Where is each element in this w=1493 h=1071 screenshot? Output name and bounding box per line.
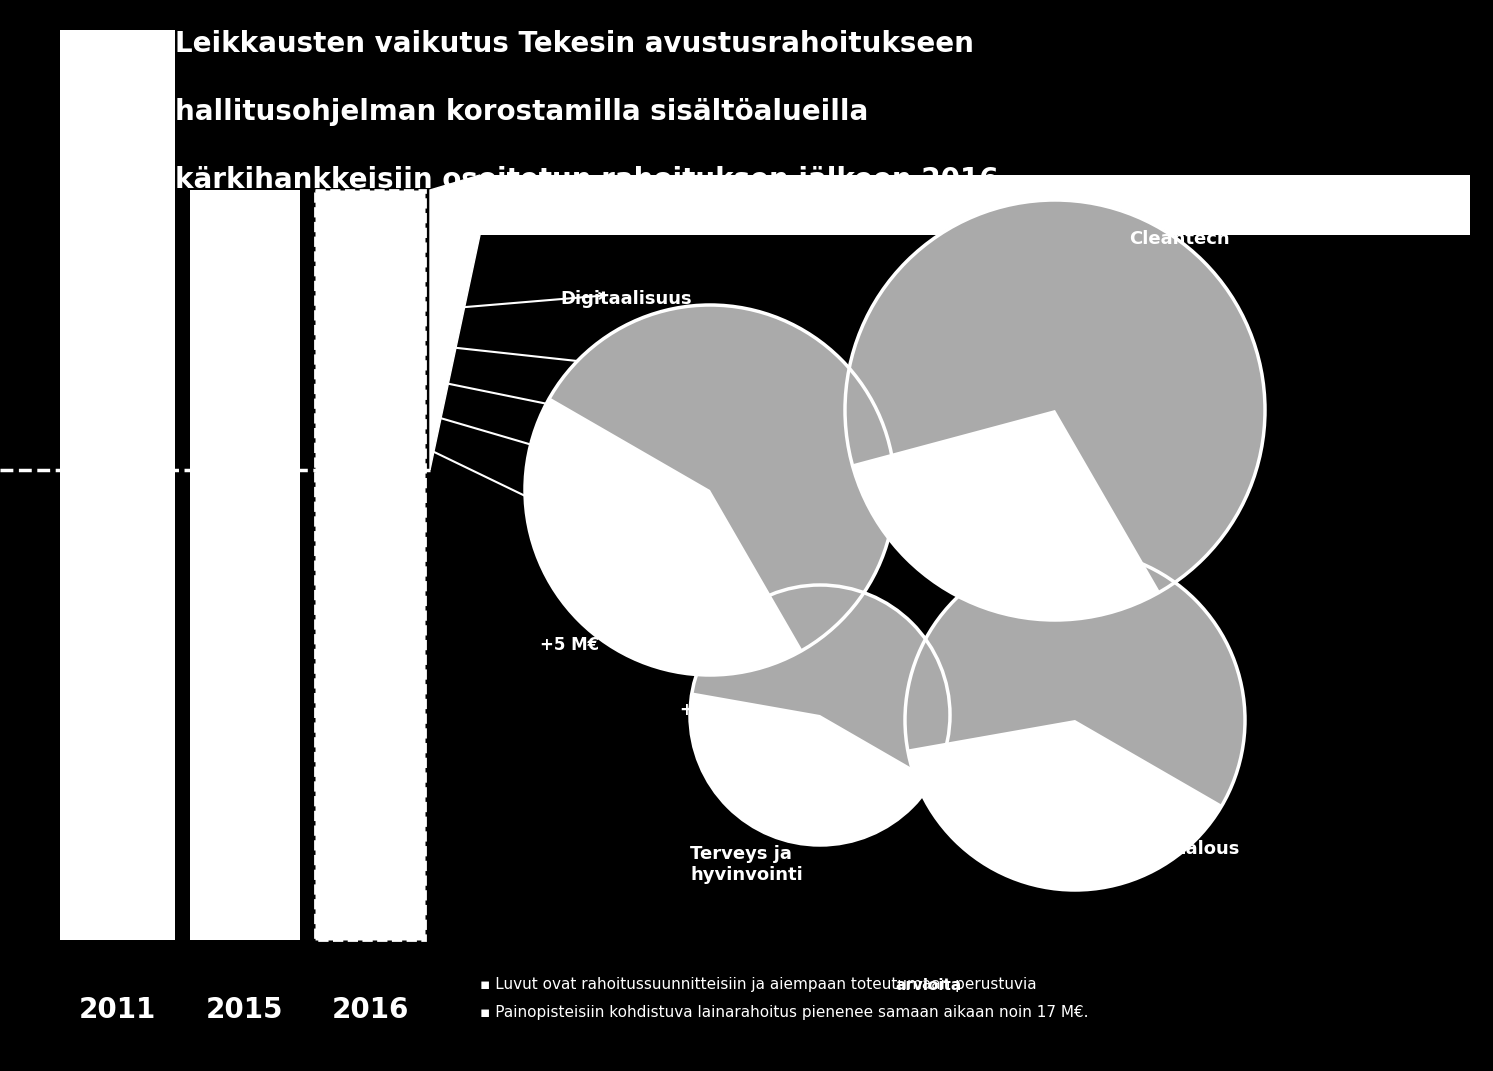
Text: Digitaalisuus: Digitaalisuus bbox=[560, 290, 691, 308]
Circle shape bbox=[526, 305, 894, 675]
Text: kärkihankkeisiin osoitetun rahoituksen jälkeen 2016: kärkihankkeisiin osoitetun rahoituksen j… bbox=[175, 166, 999, 194]
Text: Biotalous: Biotalous bbox=[1145, 840, 1241, 858]
Wedge shape bbox=[853, 410, 1160, 620]
Text: ▪ Luvut ovat rahoitussuunnitteisiin ja aiempaan toteutumaan perustuvia: ▪ Luvut ovat rahoitussuunnitteisiin ja a… bbox=[481, 978, 1042, 993]
Wedge shape bbox=[526, 397, 803, 675]
Polygon shape bbox=[430, 175, 481, 470]
Text: Cleantech: Cleantech bbox=[1129, 230, 1230, 248]
Circle shape bbox=[690, 585, 950, 845]
Bar bbox=[60, 30, 175, 940]
Text: ▪ Painopisteisiin kohdistuva lainarahoitus pienenee samaan aikaan noin 17 M€.: ▪ Painopisteisiin kohdistuva lainarahoit… bbox=[481, 1006, 1088, 1021]
Bar bbox=[315, 190, 426, 940]
Text: +5 M€: +5 M€ bbox=[540, 636, 599, 654]
Wedge shape bbox=[690, 693, 933, 845]
Text: arvioita: arvioita bbox=[896, 978, 961, 993]
Bar bbox=[481, 175, 1471, 235]
Circle shape bbox=[905, 550, 1245, 890]
Text: Terveys ja
hyvinvointi: Terveys ja hyvinvointi bbox=[690, 845, 803, 884]
Text: 2011: 2011 bbox=[78, 996, 155, 1024]
Text: +1 M€: +1 M€ bbox=[679, 702, 739, 719]
Text: hallitusohjelman korostamilla sisältöalueilla: hallitusohjelman korostamilla sisältöalu… bbox=[175, 99, 869, 126]
Text: 2015: 2015 bbox=[206, 996, 284, 1024]
Bar bbox=[190, 190, 300, 940]
Wedge shape bbox=[908, 720, 1223, 890]
Circle shape bbox=[845, 200, 1265, 620]
Text: Leikkausten vaikutus Tekesin avustusrahoitukseen: Leikkausten vaikutus Tekesin avustusraho… bbox=[175, 30, 973, 58]
Text: 2016: 2016 bbox=[331, 996, 409, 1024]
